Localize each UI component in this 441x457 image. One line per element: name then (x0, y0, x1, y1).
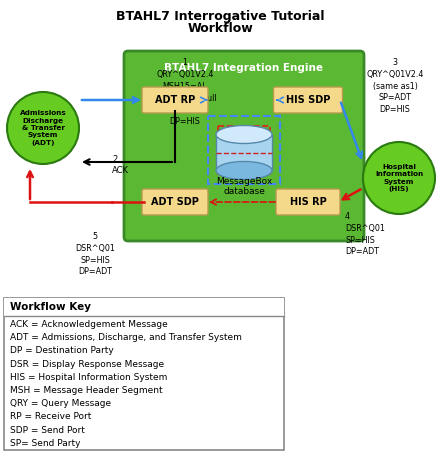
Text: Workflow: Workflow (187, 22, 253, 35)
Text: 4
DSR^Q01
SP=HIS
DP=ADT: 4 DSR^Q01 SP=HIS DP=ADT (345, 212, 385, 256)
Ellipse shape (216, 126, 272, 143)
Text: SDP = Send Port: SDP = Send Port (10, 425, 85, 435)
Bar (208, 116, 280, 184)
Text: BTAHL7 Integration Engine: BTAHL7 Integration Engine (164, 63, 324, 73)
Text: Admissions
Discharge
& Transfer
System
(ADT): Admissions Discharge & Transfer System (… (20, 110, 67, 146)
FancyBboxPatch shape (142, 87, 208, 113)
Text: QRY = Query Message: QRY = Query Message (10, 399, 111, 408)
Text: Hospital
Information
System
(HIS): Hospital Information System (HIS) (375, 164, 423, 192)
Text: ADT SDP: ADT SDP (151, 197, 199, 207)
FancyBboxPatch shape (142, 189, 208, 215)
Text: Workflow Key: Workflow Key (10, 302, 91, 312)
Text: HIS RP: HIS RP (290, 197, 326, 207)
Text: DSR = Display Response Message: DSR = Display Response Message (10, 360, 164, 369)
Circle shape (363, 142, 435, 214)
Text: 3
QRY^Q01V2.4
(same as1)
SP=ADT
DP=HIS: 3 QRY^Q01V2.4 (same as1) SP=ADT DP=HIS (366, 58, 424, 114)
FancyBboxPatch shape (276, 189, 340, 215)
Text: 1
QRY^Q01V2.4
MSH15=AL
MSH16=NE/Null
SP=ADT
DP=HIS: 1 QRY^Q01V2.4 MSH15=AL MSH16=NE/Null SP=… (153, 58, 217, 126)
Bar (216, 134, 272, 170)
Text: MessageBox
database: MessageBox database (216, 177, 272, 197)
Text: SP= Send Party: SP= Send Party (10, 439, 81, 448)
Text: RP = Receive Port: RP = Receive Port (10, 412, 91, 421)
Text: MSH = Message Header Segment: MSH = Message Header Segment (10, 386, 163, 395)
Bar (218, 126, 270, 174)
FancyBboxPatch shape (273, 87, 343, 113)
Text: ADT = Admissions, Discharge, and Transfer System: ADT = Admissions, Discharge, and Transfe… (10, 333, 242, 342)
Text: 2
ACK: 2 ACK (112, 155, 129, 175)
Text: 5
DSR^Q01
SP=HIS
DP=ADT: 5 DSR^Q01 SP=HIS DP=ADT (75, 232, 115, 276)
Text: HIS SDP: HIS SDP (286, 95, 330, 105)
Bar (4, 298, 284, 316)
Text: DP = Destination Party: DP = Destination Party (10, 346, 114, 356)
Bar (4, 298, 284, 450)
Text: ACK = Acknowledgement Message: ACK = Acknowledgement Message (10, 320, 168, 329)
Ellipse shape (216, 161, 272, 180)
Text: BTAHL7 Interrogative Tutorial: BTAHL7 Interrogative Tutorial (116, 10, 324, 23)
FancyBboxPatch shape (124, 51, 364, 241)
Text: ADT RP: ADT RP (155, 95, 195, 105)
Circle shape (7, 92, 79, 164)
Text: HIS = Hospital Information System: HIS = Hospital Information System (10, 373, 168, 382)
